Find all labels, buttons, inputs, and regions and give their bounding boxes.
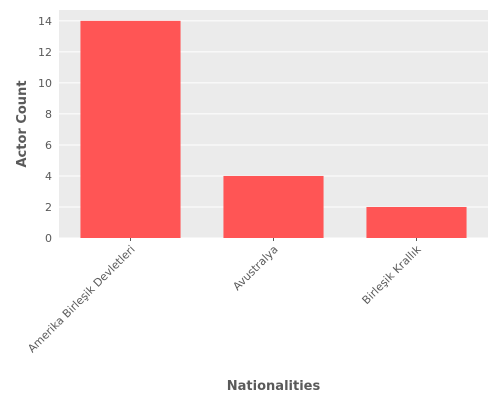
y-axis-label: Actor Count [15,80,30,167]
bar [366,206,467,238]
bar [223,175,324,238]
y-tick-label: 4 [45,170,52,183]
y-tick-label: 12 [38,46,52,59]
y-axis-ticks: 0 2 4 6 8 10 12 14 [38,15,52,245]
y-tick-label: 8 [45,108,52,121]
y-tick-label: 14 [38,15,52,28]
y-tick-label: 10 [38,77,52,90]
y-tick-label: 6 [45,139,52,152]
y-tick-label: 0 [45,232,52,245]
x-axis-ticks: Amerika Birleşik Devletleri Avustralya Bir… [25,238,424,355]
bars [80,20,467,238]
x-tick-label: Avustralya [230,243,280,293]
y-tick-label: 2 [45,201,52,214]
x-tick-label: Birleşik Krallık [360,242,425,307]
x-axis-label: Nationalities [227,379,321,394]
x-tick-label: Amerika Birleşik Devletleri [25,243,137,355]
bar [80,20,181,238]
